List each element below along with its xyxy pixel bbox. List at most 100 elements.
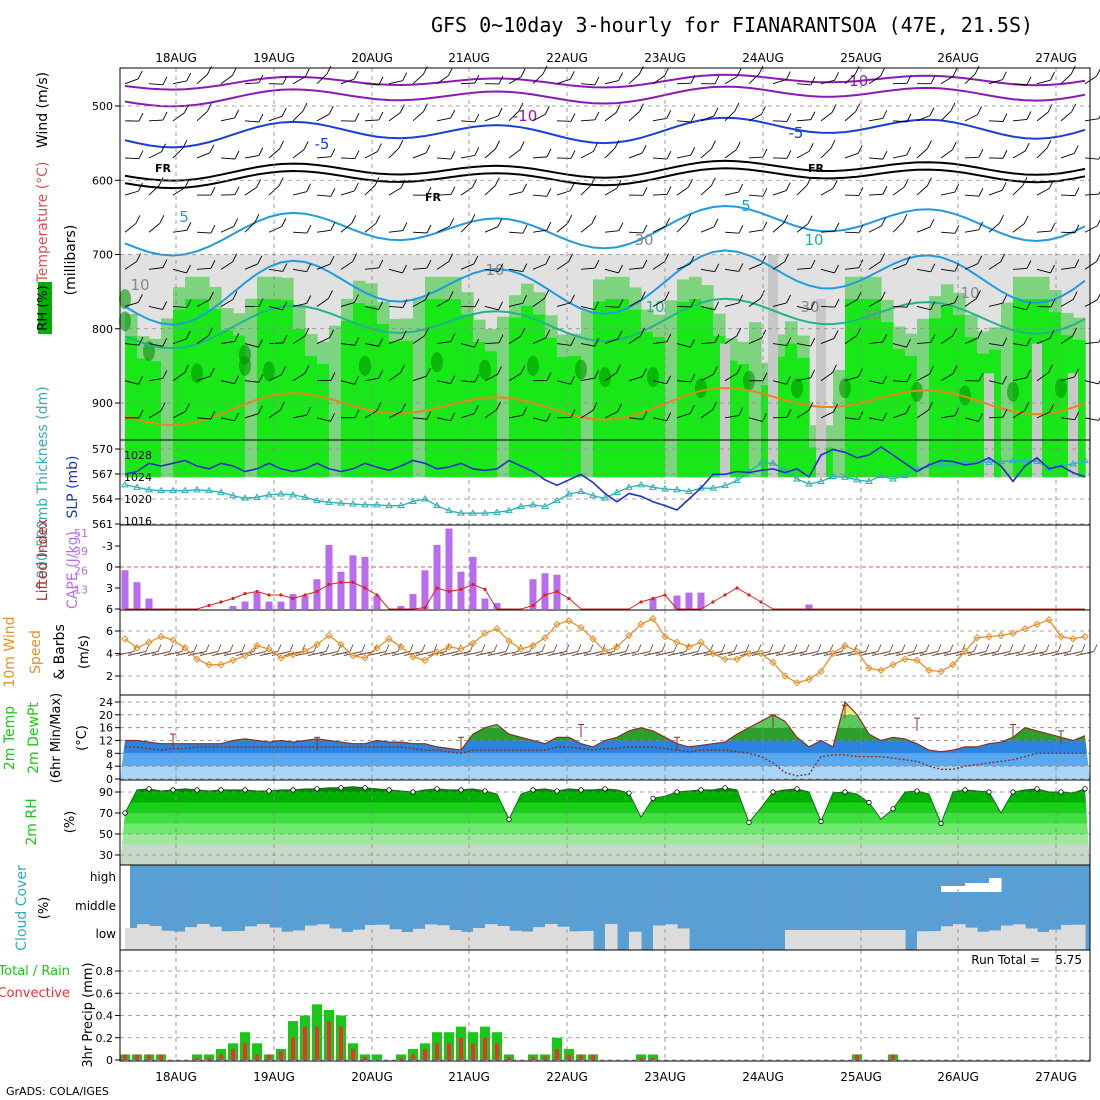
wind-barb-10m-flag bbox=[169, 644, 174, 652]
wind-barb-flag bbox=[906, 339, 911, 348]
wind-barb bbox=[172, 338, 187, 345]
wind-barb bbox=[916, 306, 931, 311]
wind-barb bbox=[412, 231, 428, 234]
rh-shade-cell bbox=[341, 321, 354, 478]
wind-barb bbox=[148, 306, 163, 310]
wind-barb-flag bbox=[954, 407, 960, 416]
wind-barb-flag bbox=[1074, 259, 1080, 268]
cloud-low-cell bbox=[353, 929, 366, 950]
wind-barb-flag bbox=[1002, 294, 1008, 304]
wind-speed-marker bbox=[853, 647, 861, 655]
wind-speed-marker bbox=[517, 645, 525, 653]
wind-barb-flag bbox=[952, 141, 957, 151]
cloud-low-cell bbox=[293, 930, 306, 950]
wind-barb bbox=[460, 263, 475, 270]
wind-speed-marker bbox=[1033, 620, 1041, 628]
wind-barb-flag bbox=[713, 107, 719, 117]
wind-barb bbox=[796, 410, 810, 419]
wind-barb-10m bbox=[535, 651, 555, 656]
rh-dry-column bbox=[768, 254, 778, 478]
wind-barb bbox=[364, 185, 376, 196]
wind-barb bbox=[556, 190, 571, 196]
cape-li-panel: 6 3 0 -3 13 26 39 51 Lifted Index CAPE (J/kg) bbox=[35, 519, 1091, 616]
wind-barb-flag bbox=[1000, 253, 1006, 262]
date-label-top: 22AUG bbox=[546, 51, 588, 65]
wind-barb-flag bbox=[354, 150, 360, 159]
wind-barb-flag bbox=[330, 413, 335, 422]
rh-marker bbox=[458, 787, 464, 793]
wind-barb-flag bbox=[330, 188, 336, 197]
cloud-low-cell bbox=[173, 931, 186, 950]
wind-barb-flag bbox=[398, 139, 404, 149]
wind-barb-flag bbox=[520, 68, 526, 77]
wind-barb-flag bbox=[594, 111, 600, 120]
wind-barb-flag bbox=[930, 75, 936, 84]
wind-barb bbox=[220, 157, 235, 160]
wind-barb bbox=[172, 268, 187, 274]
wind-barb-flag bbox=[232, 253, 238, 262]
thickness-marker bbox=[181, 486, 189, 494]
wind-barb-flag bbox=[258, 74, 264, 84]
wind-speed-marker bbox=[433, 648, 441, 657]
wind-barb bbox=[436, 75, 449, 85]
wind-barb bbox=[148, 151, 162, 159]
rh-marker bbox=[1010, 789, 1016, 795]
rh-marker bbox=[290, 787, 296, 793]
isotherm-15 bbox=[124, 386, 1086, 427]
wind-barb-10m-flag bbox=[385, 644, 390, 652]
rh-shade-cell bbox=[605, 299, 618, 478]
wind-barb-10m-flag bbox=[217, 644, 222, 652]
wind-barb bbox=[700, 409, 713, 419]
cloud-low-cell bbox=[917, 931, 930, 950]
rh-shade-cell bbox=[401, 340, 414, 478]
wind-barb-flag bbox=[930, 334, 936, 343]
wind-barb bbox=[1060, 153, 1075, 159]
wind-barb bbox=[628, 299, 642, 307]
panel-frame bbox=[119, 524, 1091, 611]
thickness-marker bbox=[661, 485, 669, 492]
thickness-marker bbox=[817, 477, 825, 484]
rh-tick-label: 30 bbox=[99, 849, 113, 862]
wind-barb bbox=[988, 302, 1003, 307]
rh-dark-patch bbox=[191, 363, 203, 384]
wind-barb bbox=[292, 303, 307, 307]
wind-barb bbox=[1012, 83, 1027, 86]
wind-speed-marker bbox=[1069, 635, 1077, 643]
precip-tick-label: 0.6 bbox=[96, 987, 114, 1000]
thickness-marker bbox=[841, 473, 849, 480]
cape-bar bbox=[649, 598, 657, 609]
thickness-tick-label: 564 bbox=[92, 493, 113, 506]
temp-unit: (°C) bbox=[75, 725, 90, 751]
wind-barb-10m bbox=[187, 651, 207, 656]
wind-barb bbox=[484, 115, 499, 122]
wind-barb-flag bbox=[206, 103, 212, 112]
wind-barb bbox=[388, 268, 403, 274]
wind-barb bbox=[268, 409, 281, 419]
wind-barb-flag bbox=[544, 290, 549, 299]
cloud-low-cell bbox=[533, 927, 546, 950]
wind-barb bbox=[868, 341, 883, 345]
wind-barb bbox=[964, 263, 978, 270]
wind-speed-marker bbox=[997, 631, 1005, 640]
wind-speed-marker bbox=[889, 661, 897, 669]
wind-barb bbox=[580, 377, 595, 382]
contour-label: 30 bbox=[634, 231, 653, 249]
temp-line bbox=[125, 700, 1086, 753]
wind-barb-10m-flag bbox=[277, 644, 282, 652]
wind-barb-flag bbox=[542, 65, 548, 75]
wind-speed-marker bbox=[421, 656, 429, 664]
cape-bar bbox=[313, 579, 321, 609]
cloud-low-cell bbox=[941, 926, 954, 950]
wind-barb-flag bbox=[664, 67, 669, 77]
rh-shade-cell bbox=[521, 305, 534, 478]
wind-barb-flag bbox=[591, 215, 597, 224]
contour-label: FR bbox=[425, 191, 442, 204]
wind-speed-marker bbox=[817, 667, 825, 676]
rh-shade-cell bbox=[137, 358, 150, 478]
wind-barb-flag bbox=[329, 255, 335, 265]
wind-barb bbox=[388, 338, 403, 345]
wind-barb-flag bbox=[594, 301, 600, 310]
wind-barb bbox=[628, 231, 644, 234]
wind-barb bbox=[124, 261, 137, 270]
wind-barb-flag bbox=[784, 253, 790, 262]
